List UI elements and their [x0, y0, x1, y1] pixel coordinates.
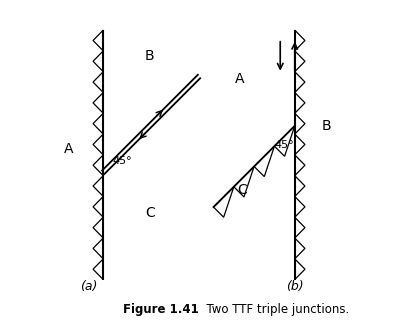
Text: Figure 1.41: Figure 1.41	[123, 303, 199, 316]
Text: C: C	[238, 183, 248, 197]
Text: (b): (b)	[286, 280, 304, 293]
Text: A: A	[235, 72, 244, 86]
Text: (a): (a)	[80, 280, 98, 293]
Text: C: C	[145, 206, 154, 220]
Text: Two TTF triple junctions.: Two TTF triple junctions.	[199, 303, 349, 316]
Text: 45°: 45°	[275, 140, 294, 150]
Text: 45°: 45°	[112, 156, 132, 167]
Text: A: A	[64, 142, 73, 156]
Text: B: B	[322, 119, 332, 133]
Text: B: B	[145, 49, 154, 63]
